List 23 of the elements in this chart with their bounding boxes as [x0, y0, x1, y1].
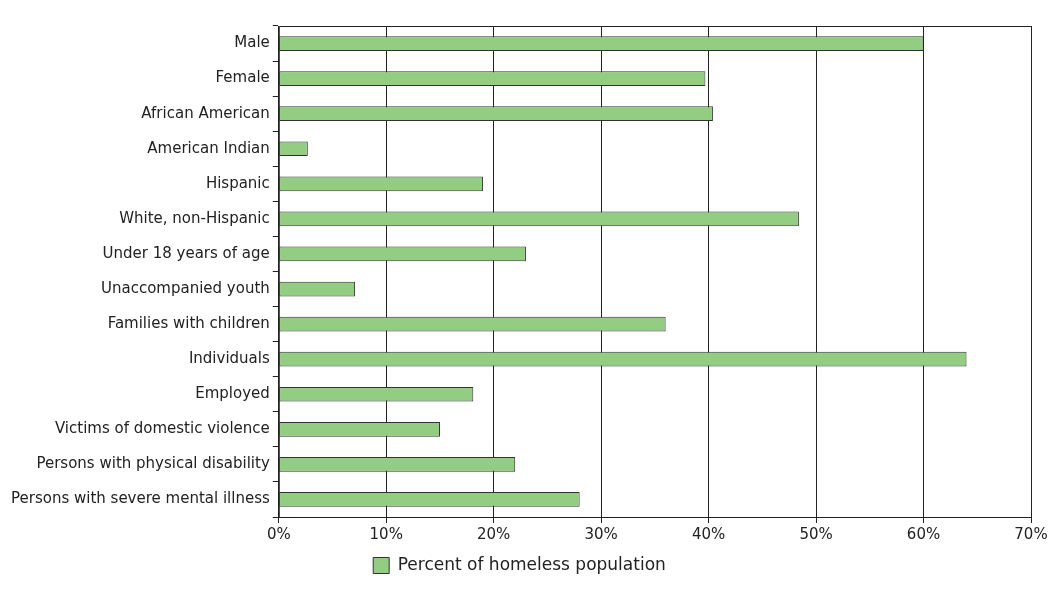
y-tick-label: Victims of domestic violence — [54, 419, 270, 438]
y-tick-label: Families with children — [107, 314, 270, 332]
x-tick-label: 30% — [584, 524, 618, 543]
y-tick-label: Unaccompanied youth — [100, 278, 270, 297]
x-tick-label: 50% — [799, 524, 833, 543]
x-tick-label: 0% — [266, 524, 291, 543]
y-tick-label: Male — [234, 33, 270, 52]
y-tick-label: Hispanic — [205, 173, 270, 192]
x-tick-label: 20% — [477, 524, 511, 543]
y-tick-label: African American — [141, 103, 270, 122]
y-tick-label: Female — [215, 68, 270, 87]
y-tick-label: Persons with severe mental illness — [10, 489, 270, 508]
y-tick-label: Under 18 years of age — [102, 243, 270, 262]
x-tick-label: 10% — [369, 524, 403, 543]
y-tick-label: Individuals — [188, 349, 270, 368]
x-tick-label: 70% — [1014, 524, 1048, 543]
y-tick-label: Employed — [195, 384, 270, 403]
y-tick-label: Persons with physical disability — [36, 454, 270, 473]
y-tick-label: White, non-Hispanic — [119, 208, 270, 227]
legend-label: Percent of homeless population — [397, 553, 666, 574]
y-tick-label: American Indian — [147, 138, 270, 157]
x-tick-label: 40% — [691, 524, 726, 543]
x-tick-label: 60% — [906, 524, 941, 543]
